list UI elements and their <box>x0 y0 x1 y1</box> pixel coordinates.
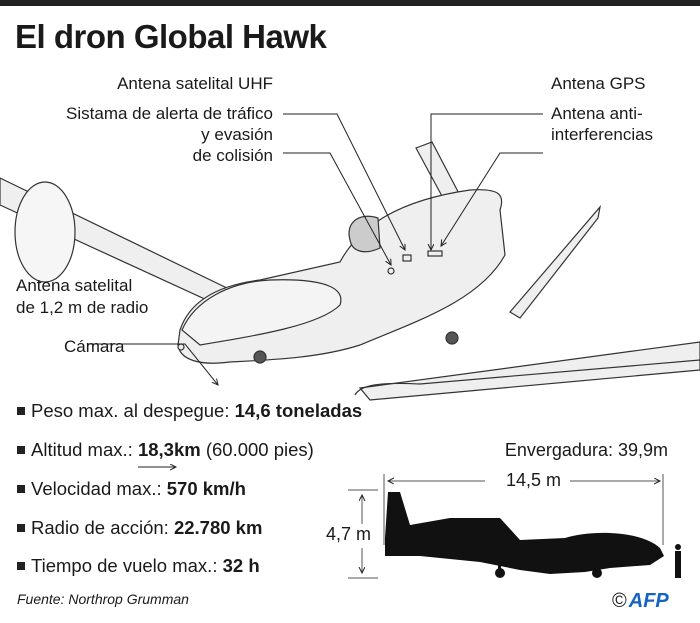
afp-logo: © AFP <box>612 590 669 612</box>
spec-weight: Peso max. al despegue: 14,6 toneladas <box>17 400 362 422</box>
top-bar <box>0 0 700 6</box>
callout-traffic-line1: Sistama de alerta de tráfico <box>66 104 273 123</box>
callout-antijam-line2: interferencias <box>551 125 654 144</box>
callout-antijam-line1: Antena anti- <box>551 104 643 123</box>
wing-right <box>358 341 700 401</box>
spec-range: Radio de acción: 22.780 km <box>17 517 262 539</box>
page-title: El dron Global Hawk <box>15 18 327 55</box>
height-label: 4,7 m <box>326 524 372 544</box>
length-label: 14,5 m <box>506 470 562 490</box>
callout-gps-antenna: Antena GPS <box>551 74 646 93</box>
callout-traffic-line3: de colisión <box>192 146 273 165</box>
side-silhouette <box>385 492 681 578</box>
callout-traffic-line2: y evasión <box>201 125 273 144</box>
spec-speed: Velocidad max.: 570 km/h <box>17 478 246 500</box>
nose-dome <box>181 279 342 346</box>
source-note: Fuente: Northrop Grumman <box>17 591 189 607</box>
engine-inlet <box>348 215 381 253</box>
bullet-icon <box>17 446 25 454</box>
callout-satdish-line2: de 1,2 m de radio <box>16 298 149 317</box>
bullet-icon <box>17 407 25 415</box>
sat-dish <box>14 181 76 283</box>
wingspan-label: Envergadura: 39,9m <box>504 440 668 460</box>
tail-fin-right <box>509 204 601 319</box>
bullet-icon <box>17 524 25 532</box>
bullet-icon <box>17 485 25 493</box>
bullet-icon <box>17 562 25 570</box>
callout-satdish-line1: Antena satelital <box>16 276 133 295</box>
spec-endurance: Tiempo de vuelo max.: 32 h <box>17 555 260 577</box>
callout-camera: Cámara <box>64 337 125 356</box>
spec-altitude: Altitud max.: 18,3km (60.000 pies) <box>17 439 314 461</box>
callout-uhf-antenna: Antena satelital UHF <box>117 74 273 93</box>
